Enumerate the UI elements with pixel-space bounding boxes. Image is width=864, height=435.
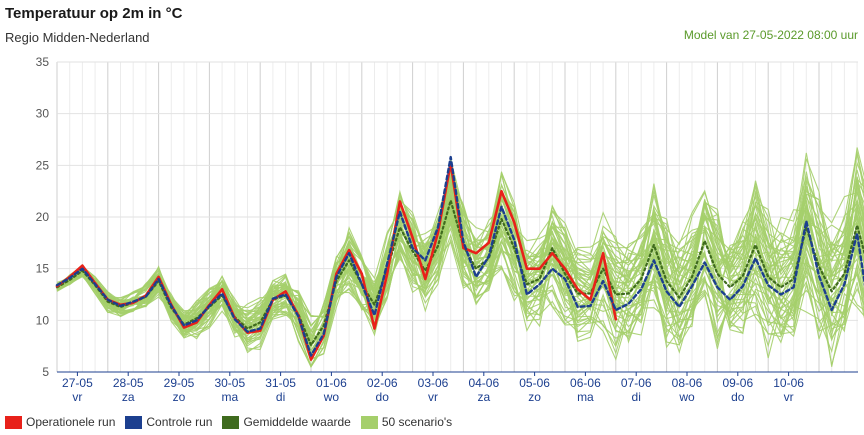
x-tick-date-label: 31-05 [265, 376, 296, 390]
x-tick-day-label: vr [784, 390, 794, 404]
x-tick-date-label: 27-05 [62, 376, 93, 390]
x-tick-date-label: 05-06 [519, 376, 550, 390]
y-tick-label: 30 [36, 107, 50, 121]
scenario-line [56, 153, 864, 328]
legend-label: Operationele run [26, 415, 116, 429]
x-tick-date-label: 09-06 [722, 376, 753, 390]
x-tick-day-label: za [477, 390, 490, 404]
x-tick-day-label: za [122, 390, 135, 404]
x-tick-day-label: vr [428, 390, 438, 404]
temperature-chart: 510152025303527-05vr28-05za29-05zo30-05m… [36, 55, 864, 404]
legend-item-operationele-run[interactable]: Operationele run [5, 415, 115, 429]
y-tick-label: 25 [36, 158, 50, 172]
legend-item-50-scenarios[interactable]: 50 scenario's [360, 415, 453, 429]
legend-swatch-50-scenarios [360, 415, 378, 429]
x-tick-day-label: ma [221, 390, 238, 404]
x-tick-day-label: vr [72, 390, 82, 404]
x-tick-date-label: 07-06 [621, 376, 652, 390]
x-tick-day-label: wo [323, 390, 340, 404]
x-tick-date-label: 06-06 [570, 376, 601, 390]
y-tick-label: 10 [36, 313, 50, 327]
y-tick-label: 20 [36, 210, 50, 224]
x-tick-day-label: wo [678, 390, 695, 404]
x-tick-day-label: do [731, 390, 745, 404]
x-tick-day-label: di [276, 390, 285, 404]
model-run-label: Model van 27-05-2022 08:00 uur [683, 28, 858, 42]
controle-run-line [55, 155, 864, 357]
legend-label: Gemiddelde waarde [243, 415, 351, 429]
x-tick-day-label: do [376, 390, 390, 404]
y-tick-label: 35 [36, 55, 50, 69]
x-tick-date-label: 28-05 [113, 376, 144, 390]
legend-item-gemiddelde-waarde[interactable]: Gemiddelde waarde [222, 415, 351, 429]
chart-legend: Operationele run Controle run Gemiddelde… [5, 413, 462, 431]
scenario-line [56, 164, 864, 323]
x-tick-day-label: ma [577, 390, 594, 404]
x-tick-date-label: 10-06 [773, 376, 804, 390]
scenario-line [56, 152, 864, 325]
x-tick-date-label: 03-06 [418, 376, 449, 390]
scenario-line [56, 167, 864, 338]
chart-subtitle: Regio Midden-Nederland [5, 30, 150, 45]
x-tick-date-label: 30-05 [214, 376, 245, 390]
y-tick-label: 5 [42, 365, 49, 379]
x-tick-day-label: zo [173, 390, 186, 404]
legend-label: Controle run [146, 415, 213, 429]
x-tick-date-label: 02-06 [367, 376, 398, 390]
x-tick-date-label: 29-05 [164, 376, 195, 390]
x-tick-day-label: di [632, 390, 641, 404]
y-tick-label: 15 [36, 262, 50, 276]
x-tick-date-label: 04-06 [468, 376, 499, 390]
scenario-line [56, 220, 864, 369]
x-tick-date-label: 01-06 [316, 376, 347, 390]
scenario-line [56, 174, 864, 338]
scenario-line [56, 215, 864, 352]
legend-swatch-controle-run [125, 415, 143, 429]
scenario-line [56, 233, 864, 368]
chart-title: Temperatuur op 2m in °C [5, 5, 183, 22]
legend-item-controle-run[interactable]: Controle run [125, 415, 212, 429]
legend-swatch-gemiddelde-waarde [222, 415, 240, 429]
legend-swatch-operationele-run [5, 415, 22, 429]
x-tick-date-label: 08-06 [672, 376, 703, 390]
x-tick-day-label: zo [528, 390, 541, 404]
legend-label: 50 scenario's [381, 415, 453, 429]
scenario-line [56, 199, 864, 357]
scenario-line [56, 237, 864, 368]
